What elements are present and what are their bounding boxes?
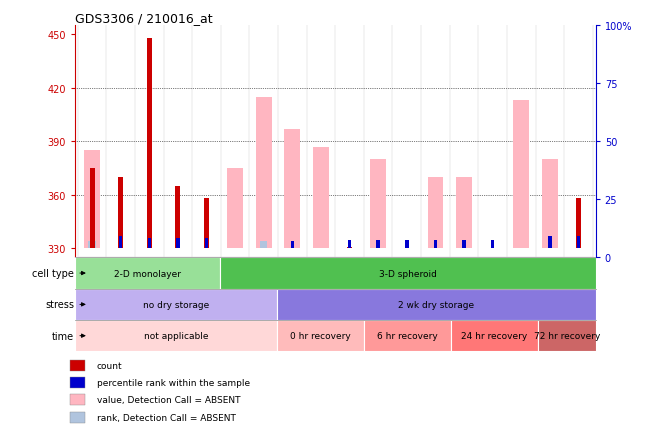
Bar <box>364 320 451 352</box>
Bar <box>376 240 380 249</box>
Text: 2-D monolayer: 2-D monolayer <box>114 269 181 278</box>
Bar <box>348 240 352 249</box>
Text: cell type: cell type <box>33 269 74 278</box>
Bar <box>277 320 364 352</box>
Bar <box>284 129 300 249</box>
Bar <box>119 237 122 249</box>
Bar <box>313 147 329 249</box>
Bar <box>277 289 596 320</box>
Bar <box>84 151 100 249</box>
Text: GDS3306 / 210016_at: GDS3306 / 210016_at <box>75 12 212 25</box>
Bar <box>577 237 580 249</box>
Bar <box>176 238 180 249</box>
Text: 3-D spheroid: 3-D spheroid <box>379 269 437 278</box>
Bar <box>428 178 443 249</box>
Text: no dry storage: no dry storage <box>143 300 209 309</box>
Bar <box>118 178 123 249</box>
Bar <box>89 242 96 249</box>
Bar <box>576 199 581 249</box>
Bar <box>75 320 277 352</box>
Text: 72 hr recovery: 72 hr recovery <box>534 332 600 340</box>
Bar <box>405 240 409 249</box>
Text: rank, Detection Call = ABSENT: rank, Detection Call = ABSENT <box>96 413 236 422</box>
Bar <box>219 258 596 289</box>
Bar <box>70 377 85 388</box>
Bar <box>260 242 268 249</box>
Bar <box>434 240 437 249</box>
Bar <box>205 238 208 249</box>
Text: not applicable: not applicable <box>144 332 208 340</box>
Bar <box>514 101 529 249</box>
Text: time: time <box>52 331 74 341</box>
Bar <box>548 237 551 249</box>
Bar <box>146 39 152 249</box>
Bar <box>456 178 472 249</box>
Bar <box>462 240 465 249</box>
Text: count: count <box>96 361 122 370</box>
Bar <box>148 238 151 249</box>
Text: 2 wk dry storage: 2 wk dry storage <box>398 300 475 309</box>
Bar <box>70 360 85 371</box>
Text: 0 hr recovery: 0 hr recovery <box>290 332 351 340</box>
Text: value, Detection Call = ABSENT: value, Detection Call = ABSENT <box>96 395 240 404</box>
Text: 24 hr recovery: 24 hr recovery <box>462 332 527 340</box>
Bar <box>204 199 209 249</box>
Bar <box>290 242 294 249</box>
Bar <box>451 320 538 352</box>
Bar <box>491 240 494 249</box>
Bar <box>90 169 94 249</box>
Bar <box>538 320 596 352</box>
Bar <box>227 169 243 249</box>
Bar <box>70 412 85 423</box>
Bar <box>370 160 386 249</box>
Bar <box>75 289 277 320</box>
Text: stress: stress <box>46 300 74 309</box>
Bar <box>347 247 352 249</box>
Bar <box>175 187 180 249</box>
Bar <box>256 97 271 249</box>
Bar <box>70 395 85 405</box>
Bar <box>75 258 219 289</box>
Text: 6 hr recovery: 6 hr recovery <box>377 332 438 340</box>
Text: percentile rank within the sample: percentile rank within the sample <box>96 378 250 387</box>
Bar <box>542 160 558 249</box>
